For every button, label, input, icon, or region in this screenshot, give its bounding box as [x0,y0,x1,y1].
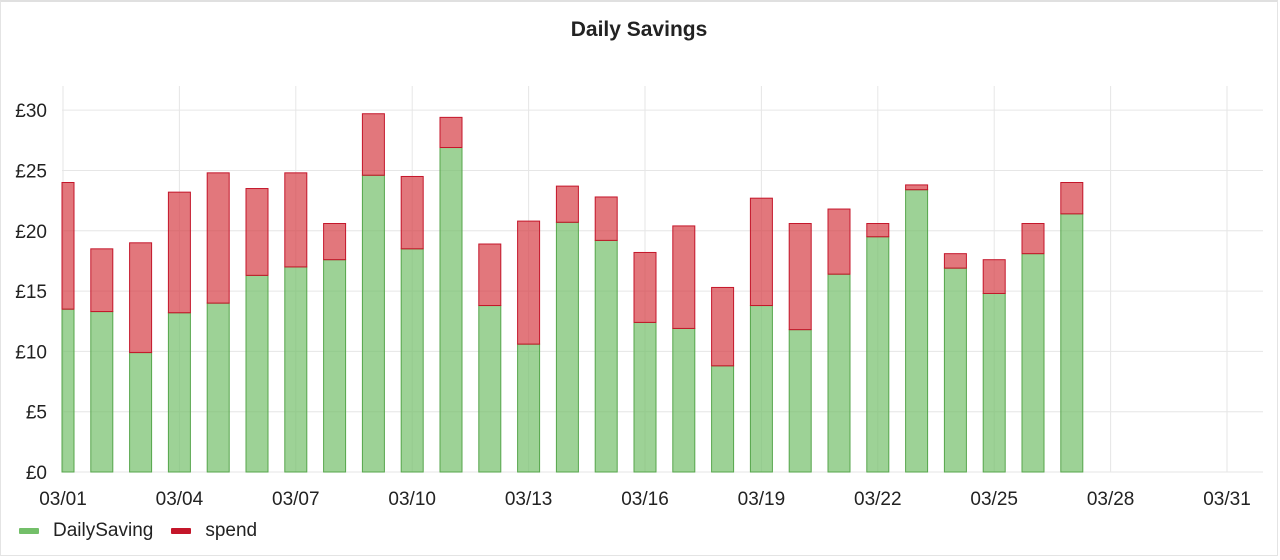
bar-dailysaving[interactable] [400,248,424,473]
bar-spend[interactable] [478,243,502,307]
bar-dailysaving[interactable] [478,305,502,473]
y-tick-label: £10 [15,342,47,363]
bar-dailysaving[interactable] [167,312,191,473]
bar-dailysaving[interactable] [943,267,967,473]
x-tick-label: 03/10 [388,489,436,510]
bar-spend[interactable] [555,185,579,223]
bar-spend[interactable] [827,208,851,275]
bar-spend[interactable] [129,242,153,354]
bar-spend[interactable] [672,225,696,329]
y-tick-label: £30 [15,101,47,122]
bar-spend[interactable] [61,182,75,310]
bar-dailysaving[interactable] [749,305,773,473]
bar-spend[interactable] [167,191,191,314]
bar-spend[interactable] [517,220,541,345]
bar-dailysaving[interactable] [866,236,890,473]
bar-spend[interactable] [788,223,812,331]
legend-item-dailysaving[interactable]: DailySaving [19,520,153,542]
bar-spend[interactable] [439,116,463,149]
y-tick-label: £25 [15,161,47,182]
bar-dailysaving[interactable] [206,302,230,473]
bar-dailysaving[interactable] [517,343,541,473]
bar-dailysaving[interactable] [672,327,696,473]
bar-dailysaving[interactable] [905,189,929,473]
y-tick-label: £20 [15,222,47,243]
y-tick-label: £5 [26,403,47,424]
bar-spend[interactable] [361,113,385,176]
bars [61,113,1084,473]
y-axis-ticks: £0 £5 £10 £15 £20 £25 £30 [15,101,47,484]
x-tick-label: 03/01 [39,489,87,510]
bar-dailysaving[interactable] [1021,253,1045,473]
bar-dailysaving[interactable] [129,352,153,473]
bar-dailysaving[interactable] [323,259,347,473]
x-tick-label: 03/28 [1087,489,1135,510]
bar-spend[interactable] [749,197,773,307]
legend-item-spend[interactable]: spend [171,520,257,542]
legend-label-spend: spend [205,520,258,541]
x-tick-label: 03/19 [738,489,786,510]
x-tick-label: 03/13 [505,489,553,510]
bar-spend[interactable] [905,184,929,191]
bar-spend[interactable] [633,251,657,323]
legend-swatch-spend [171,528,192,534]
bar-dailysaving[interactable] [284,266,308,473]
x-tick-label: 03/25 [970,489,1018,510]
bar-dailysaving[interactable] [361,174,385,473]
x-tick-label: 03/04 [156,489,204,510]
bar-spend[interactable] [1060,182,1084,215]
bar-spend[interactable] [323,223,347,261]
bar-dailysaving[interactable] [788,329,812,473]
bar-spend[interactable] [943,253,967,269]
y-tick-label: £15 [15,282,47,303]
bar-dailysaving[interactable] [61,308,75,473]
bar-spend[interactable] [206,172,230,304]
bar-dailysaving[interactable] [1060,213,1084,473]
legend-swatch-dailysaving [19,528,39,534]
x-tick-label: 03/22 [854,489,902,510]
bar-dailysaving[interactable] [711,365,735,473]
bar-spend[interactable] [245,188,269,276]
x-tick-label: 03/16 [621,489,669,510]
bar-spend[interactable] [90,248,114,313]
bar-spend[interactable] [711,286,735,367]
bar-spend[interactable] [284,172,308,268]
bar-dailysaving[interactable] [439,147,463,473]
legend: DailySaving spend [19,520,275,542]
bar-spend[interactable] [594,196,618,241]
chart-title: Daily Savings [570,18,708,41]
chart-plot: £0 £5 £10 £15 £20 £25 £30 03/01 03/04 03/07 03/10… [15,86,1263,510]
x-axis-ticks: 03/01 03/04 03/07 03/10 03/13 03/16 03/19 03/22… [39,489,1251,510]
bar-spend[interactable] [1021,223,1045,255]
bar-dailysaving[interactable] [827,273,851,473]
x-tick-label: 03/31 [1203,489,1251,510]
bar-dailysaving[interactable] [594,239,618,473]
bar-dailysaving[interactable] [245,274,269,473]
bar-dailysaving[interactable] [633,321,657,473]
bar-spend[interactable] [866,223,890,238]
bar-dailysaving[interactable] [982,292,1006,473]
x-tick-label: 03/07 [272,489,320,510]
y-tick-label: £0 [26,463,47,484]
bar-spend[interactable] [400,175,424,250]
legend-label-dailysaving: DailySaving [53,520,154,541]
bar-dailysaving[interactable] [90,311,114,473]
bar-dailysaving[interactable] [555,221,579,473]
bar-spend[interactable] [982,259,1006,294]
